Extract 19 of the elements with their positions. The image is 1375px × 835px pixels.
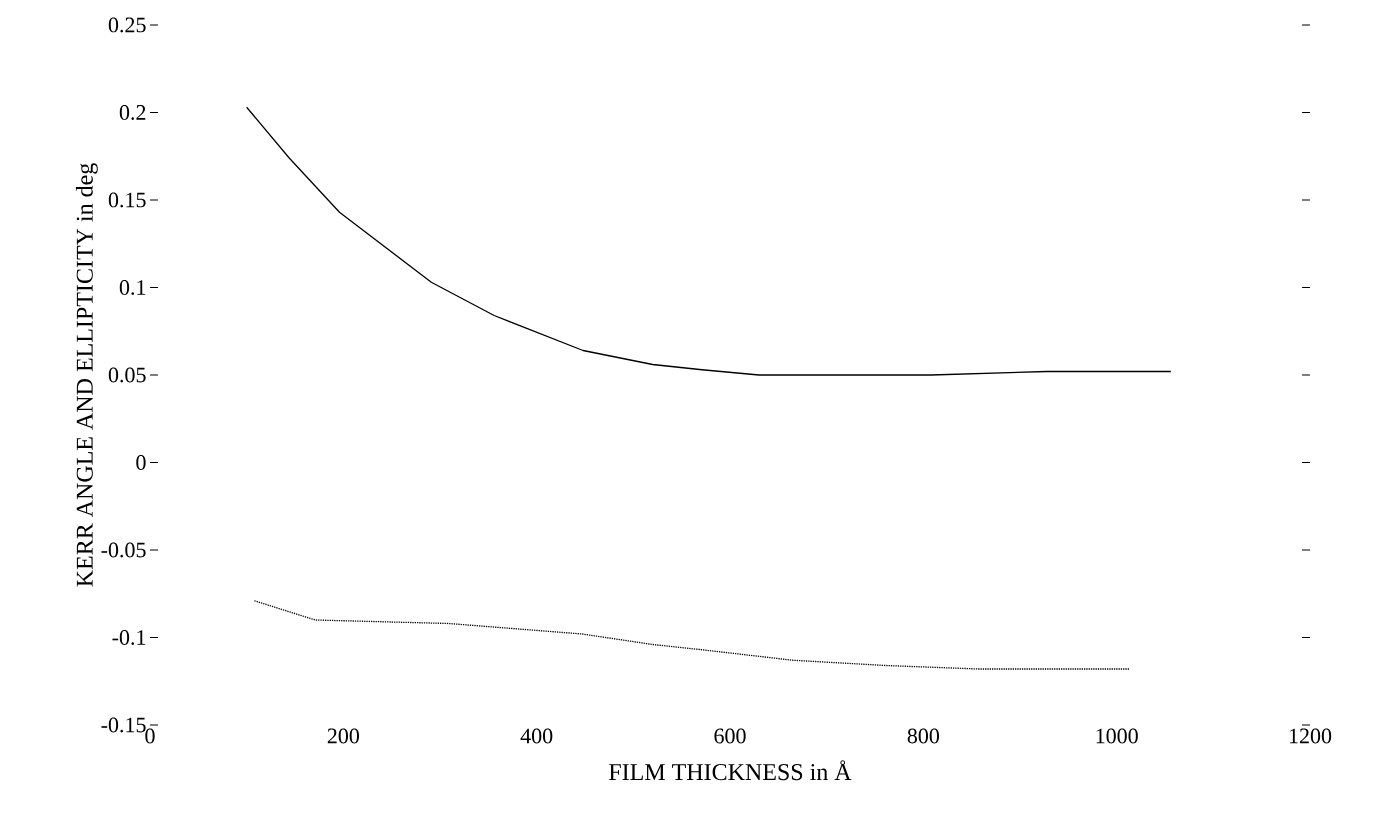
x-tick-label: 1200	[1289, 728, 1332, 744]
x-tick-label: 800	[907, 728, 939, 744]
x-tick-label: 200	[327, 728, 359, 744]
line-series	[253, 600, 1130, 670]
y-axis-title: KERR ANGLE AND ELLIPTICITY in deg	[75, 163, 98, 587]
y-tick-label: -0.1	[112, 630, 146, 645]
y-tick-label: 0.1	[119, 280, 146, 295]
x-tick-label: 1000	[1096, 728, 1138, 744]
line-series	[246, 106, 1172, 376]
y-tick-label: 0.05	[108, 367, 146, 383]
y-tick-label: -0.05	[101, 542, 146, 558]
x-axis-title: FILM THICKNESS in Å	[609, 760, 852, 781]
y-tick-label: 0.2	[119, 105, 146, 120]
y-tick-label: 0.15	[108, 192, 146, 208]
y-tick-label: 0	[136, 455, 146, 470]
y-tick-label: 0.25	[108, 17, 146, 33]
x-tick-label: 600	[714, 728, 746, 744]
y-tick-label: -0.15	[101, 717, 146, 733]
x-tick-label: 400	[520, 728, 553, 744]
